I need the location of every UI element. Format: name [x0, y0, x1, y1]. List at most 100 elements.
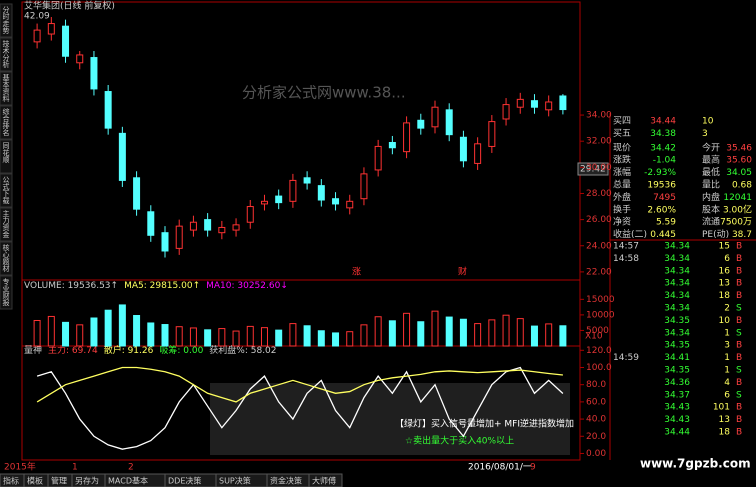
- trade-side: B: [736, 403, 742, 413]
- trade-volume: 6: [724, 390, 730, 400]
- side-tab[interactable]: [0, 173, 13, 208]
- side-tab[interactable]: [0, 71, 13, 106]
- trade-volume: 15: [719, 242, 730, 252]
- side-tab-label[interactable]: 基本资料: [2, 73, 10, 103]
- quote-cell: 量比: [702, 179, 720, 191]
- side-tab[interactable]: [0, 37, 13, 72]
- volume-bar: [232, 330, 240, 347]
- candle-body: [516, 98, 524, 108]
- indicator-line: [36, 366, 564, 450]
- tab-button[interactable]: [308, 473, 343, 487]
- quote-cell: 34.42: [650, 143, 676, 153]
- indicator-frame: [21, 345, 581, 461]
- side-tab-label[interactable]: 主力资金: [2, 209, 10, 238]
- volume-bar: [133, 315, 141, 347]
- trade-price: 34.35: [664, 316, 690, 326]
- candle-body: [90, 57, 98, 90]
- site-watermark: www.7gpzb.com: [640, 457, 751, 471]
- quote-cell: 0.445: [650, 230, 676, 240]
- candle-body: [488, 121, 496, 147]
- trade-volume: 13: [719, 279, 730, 289]
- y-tick-label: 60.0: [586, 397, 606, 407]
- y-tick-label: 22.00: [586, 267, 612, 277]
- side-tab[interactable]: [0, 207, 13, 242]
- side-tab-label[interactable]: 专业财报: [2, 277, 10, 307]
- title: 艾华集团(日线 前复权): [24, 0, 115, 12]
- side-tab[interactable]: [0, 3, 13, 38]
- quote-cell: 现价: [613, 142, 631, 153]
- quote-cell: PE(动): [702, 229, 729, 240]
- quote-cell: 总量: [613, 179, 631, 191]
- volume-bar: [459, 318, 467, 347]
- quote-cell: 今开: [702, 141, 720, 153]
- side-tab[interactable]: [0, 139, 13, 174]
- side-tab-label[interactable]: 综合排名: [2, 107, 10, 137]
- volume-bar: [303, 325, 311, 347]
- y-tick-label: 10000: [586, 310, 615, 320]
- date-label: 2: [128, 463, 134, 473]
- trade-side: B: [736, 242, 742, 252]
- volume-bar: [346, 331, 354, 347]
- tab-label[interactable]: 管理: [51, 476, 67, 486]
- trade-side: B: [736, 415, 742, 425]
- quote-cell: 19536: [647, 181, 676, 191]
- trade-volume: 18: [719, 428, 731, 438]
- volume-bar: [317, 330, 325, 347]
- volume-bar: [76, 324, 84, 347]
- volume-bar: [47, 315, 55, 347]
- side-tab-label[interactable]: 公式下载: [2, 176, 10, 205]
- side-tab-label[interactable]: 同花顺: [2, 142, 10, 164]
- volume-bar: [118, 304, 126, 347]
- volume-bar: [431, 310, 439, 347]
- side-tab[interactable]: [0, 275, 13, 310]
- tab-label[interactable]: MACD基本: [108, 476, 148, 486]
- side-tab-label[interactable]: 技术分析: [2, 39, 10, 69]
- tab-label[interactable]: SUP决策: [219, 476, 251, 486]
- tab-label[interactable]: 大师傅: [312, 476, 336, 486]
- tab-label[interactable]: 模板: [27, 476, 43, 486]
- trade-side: S: [736, 366, 742, 376]
- trade-side: B: [736, 353, 742, 363]
- indicator-line: [36, 366, 563, 403]
- trade-price: 34.34: [664, 254, 690, 264]
- trade-volume: 4: [724, 378, 730, 388]
- trade-price: 34.34: [664, 291, 690, 301]
- volume-bar: [559, 325, 567, 347]
- side-tab[interactable]: [0, 241, 13, 276]
- candle-body: [47, 23, 55, 35]
- trade-volume: 13: [719, 415, 730, 425]
- quote-cell: 3.00亿: [723, 203, 752, 215]
- candle-body: [260, 200, 268, 205]
- trade-price: 34.34: [664, 242, 690, 252]
- tab-label[interactable]: DDE决策: [168, 476, 201, 486]
- quote-cell: 35.46: [726, 143, 752, 153]
- side-tab-label[interactable]: 分时走势: [2, 5, 10, 35]
- legend-item: VOLUME: 19536.53↑: [24, 281, 118, 291]
- annotation: 【绿灯】买入信号量增加+ MFI逆进指数增加: [395, 418, 574, 430]
- tab-label[interactable]: 另存为: [75, 476, 99, 486]
- side-tab[interactable]: [0, 105, 13, 140]
- trade-time: 14:59: [613, 353, 639, 363]
- trade-price: 34.34: [664, 304, 690, 314]
- trade-price: 34.34: [664, 328, 690, 338]
- quote-cell: 34.05: [726, 168, 752, 178]
- volume-bar: [403, 312, 411, 347]
- candle-body: [360, 173, 368, 200]
- tab-label[interactable]: 资金决策: [270, 476, 302, 486]
- quote-cell: 12041: [723, 193, 752, 203]
- y-tick-label: 5000: [586, 326, 609, 336]
- quote-cell: 10: [702, 117, 714, 127]
- volume-bar: [516, 318, 524, 347]
- tab-label[interactable]: 指标: [3, 476, 19, 486]
- trade-price: 34.44: [664, 428, 690, 438]
- event-marker: 涨: [352, 267, 361, 278]
- trade-time: 14:58: [613, 254, 639, 264]
- date-label: 2016/08/01/一: [468, 463, 532, 473]
- side-tab-label[interactable]: 核心题材: [2, 243, 10, 272]
- volume-bar: [445, 316, 453, 347]
- trade-volume: 3: [724, 341, 730, 351]
- y-tick-label: 26.00: [586, 215, 612, 225]
- legend-item: MA5: 29815.00↑: [124, 281, 200, 291]
- trade-volume: 16: [719, 266, 731, 276]
